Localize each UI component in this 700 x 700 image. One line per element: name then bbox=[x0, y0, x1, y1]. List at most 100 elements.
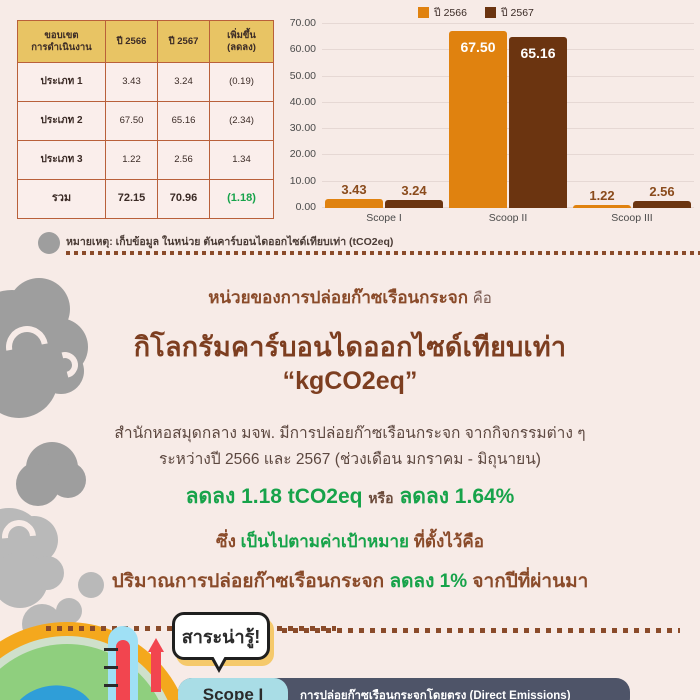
target-intro-suffix: ที่ตั้งไว้คือ bbox=[413, 532, 484, 551]
emissions-table: ขอบเขต การดำเนินงาน ปี 2566 ปี 2567 เพิ่… bbox=[17, 20, 274, 219]
result-or: หรือ bbox=[368, 490, 394, 506]
scope-1-chip-label: Scope I bbox=[202, 685, 264, 700]
target-intro-green: เป็นไปตามค่าเป้าหมาย bbox=[240, 532, 409, 551]
y-tick-label: 40.00 bbox=[289, 95, 316, 108]
smoke-cloud-icon bbox=[30, 556, 64, 590]
y-tick-label: 30.00 bbox=[289, 122, 316, 135]
bar-value-label: 67.50 bbox=[460, 38, 496, 55]
target-statement-line: ปริมาณการปล่อยก๊าซเรือนกระจก ลดลง 1% จาก… bbox=[0, 566, 700, 596]
row-delta: (2.34) bbox=[209, 101, 274, 141]
target-green: ลดลง 1% bbox=[389, 571, 468, 592]
legend-item-2566: ปี 2566 bbox=[418, 4, 467, 21]
table-row: ประเภท 3 1.22 2.56 1.34 bbox=[17, 140, 274, 180]
row-y2566: 1.22 bbox=[105, 140, 158, 180]
x-axis-label: Scope I bbox=[366, 212, 402, 224]
fun-fact-text: สาระน่ารู้! bbox=[181, 626, 261, 647]
total-y2566: 72.15 bbox=[105, 179, 158, 219]
gridline: 50.00 bbox=[290, 70, 694, 82]
emissions-bar-chart: ปี 2566 ปี 2567 0.00 10.00 20.00 30.00 4… bbox=[278, 2, 696, 234]
y-tick-label: 10.00 bbox=[289, 174, 316, 187]
gridline: 30.00 bbox=[290, 122, 694, 134]
dotted-divider bbox=[66, 251, 700, 255]
bar-value-label: 3.43 bbox=[341, 181, 367, 197]
chart-bars: 3.43 3.24 Scope I 67.50 65.16 bbox=[322, 24, 694, 224]
scope-1-description: การปล่อยก๊าซเรือนกระจกโดยตรง (Direct Emi… bbox=[300, 690, 571, 700]
bar-value-label: 2.56 bbox=[649, 184, 675, 200]
legend-label: ปี 2566 bbox=[434, 7, 467, 19]
intro-bold: หน่วยของการปล่อยก๊าซเรือนกระจก bbox=[208, 288, 468, 307]
headline-unit-symbol: “kgCO2eq” bbox=[282, 367, 418, 395]
table-header-scope-l1: ขอบเขต bbox=[44, 29, 79, 41]
dotted-divider bbox=[282, 628, 680, 633]
paragraph-line-2: ระหว่างปี 2566 และ 2567 (ช่วงเดือน มกราค… bbox=[159, 451, 541, 468]
row-delta: 1.34 bbox=[209, 140, 274, 180]
bar-2566[interactable]: 3.43 bbox=[325, 182, 383, 208]
legend-swatch-icon bbox=[418, 7, 429, 18]
table-header-delta-l2: (ลดลง) bbox=[227, 41, 256, 53]
paragraph-line-1: สำนักหอสมุดกลาง มจพ. มีการปล่อยก๊าซเรือน… bbox=[114, 425, 586, 442]
bar-2566[interactable]: 67.50 bbox=[449, 30, 507, 208]
result-reduction-line: ลดลง 1.18 tCO2eq หรือ ลดลง 1.64% bbox=[0, 480, 700, 513]
legend-label: ปี 2567 bbox=[500, 7, 534, 19]
y-tick-label: 20.00 bbox=[289, 148, 316, 161]
gridline: 40.00 bbox=[290, 96, 694, 108]
row-y2567: 2.56 bbox=[157, 140, 210, 180]
chart-legend: ปี 2566 ปี 2567 bbox=[418, 4, 534, 21]
bar-2567[interactable]: 2.56 bbox=[633, 184, 691, 208]
table-header-row: ขอบเขต การดำเนินงาน ปี 2566 ปี 2567 เพิ่… bbox=[17, 20, 274, 63]
y-tick-label: 70.00 bbox=[289, 17, 316, 29]
bar-2567[interactable]: 65.16 bbox=[509, 36, 567, 208]
smoke-cloud-icon bbox=[50, 462, 86, 498]
fun-fact-bubble: สาระน่ารู้! bbox=[172, 612, 270, 660]
table-header-scope: ขอบเขต การดำเนินงาน bbox=[17, 20, 106, 63]
bar-group-scope-3: 1.22 2.56 Scoop III bbox=[570, 24, 694, 224]
smoke-cloud-icon bbox=[78, 572, 104, 598]
table-row: ประเภท 1 3.43 3.24 (0.19) bbox=[17, 62, 274, 102]
smoke-cloud-icon bbox=[56, 598, 82, 624]
bar-group-scope-1: 3.43 3.24 Scope I bbox=[322, 24, 446, 224]
intro-soft: คือ bbox=[472, 290, 492, 307]
scope-1-chip: Scope I bbox=[178, 678, 288, 700]
scope-1-banner: Scope I การปล่อยก๊าซเรือนกระจกโดยตรง (Di… bbox=[178, 678, 630, 700]
legend-item-2567: ปี 2567 bbox=[484, 4, 534, 21]
thermometer-icon bbox=[104, 626, 138, 700]
gridline: 10.00 bbox=[290, 175, 694, 187]
intro-line: หน่วยของการปล่อยก๊าซเรือนกระจก คือ bbox=[0, 284, 700, 311]
y-tick-label: 60.00 bbox=[289, 43, 316, 56]
table-header-y2567: ปี 2567 bbox=[157, 20, 210, 63]
result-absolute: ลดลง 1.18 tCO2eq bbox=[185, 485, 363, 508]
chart-plot-area: 0.00 10.00 20.00 30.00 40.00 50.00 60.00… bbox=[290, 17, 694, 224]
gridline: 60.00 bbox=[290, 43, 694, 55]
thermometer-tick bbox=[104, 648, 118, 651]
y-tick-label: 0.00 bbox=[295, 201, 316, 213]
bar-value-label: 1.22 bbox=[589, 187, 615, 203]
smoke-cloud-icon bbox=[38, 348, 84, 394]
result-percent: ลดลง 1.64% bbox=[399, 485, 515, 508]
target-suffix: จากปีที่ผ่านมา bbox=[472, 571, 589, 592]
table-header-y2566: ปี 2566 bbox=[105, 20, 158, 63]
target-prefix: ปริมาณการปล่อยก๊าซเรือนกระจก bbox=[111, 571, 385, 592]
row-label: ประเภท 3 bbox=[17, 140, 106, 180]
headline-unit-thai: กิโลกรัมคาร์บอนไดออกไซด์เทียบเท่า bbox=[133, 332, 567, 362]
arrow-up-icon bbox=[148, 638, 164, 692]
bubble-tail-inner-icon bbox=[213, 656, 225, 667]
total-label: รวม bbox=[17, 179, 106, 219]
total-y2567: 70.96 bbox=[157, 179, 210, 219]
row-label: ประเภท 2 bbox=[17, 101, 106, 141]
row-y2567: 3.24 bbox=[157, 62, 210, 102]
thermometer-tick bbox=[104, 666, 118, 669]
bar-2566[interactable]: 1.22 bbox=[573, 188, 631, 208]
target-intro-prefix: ซึ่ง bbox=[216, 532, 236, 551]
row-y2567: 65.16 bbox=[157, 101, 210, 141]
table-header-delta: เพิ่มขึ้น (ลดลง) bbox=[209, 20, 274, 63]
x-axis-label: Scoop III bbox=[611, 212, 653, 224]
gridline: 20.00 bbox=[290, 148, 694, 160]
earth-globe-icon bbox=[0, 622, 192, 700]
y-tick-label: 50.00 bbox=[289, 69, 316, 82]
bar-2567[interactable]: 3.24 bbox=[385, 183, 443, 208]
note-text: หมายเหตุ: เก็บข้อมูล ในหน่วย ตันคาร์บอนไ… bbox=[66, 236, 394, 248]
thermometer-mercury bbox=[116, 640, 130, 700]
emissions-table-container: ขอบเขต การดำเนินงาน ปี 2566 ปี 2567 เพิ่… bbox=[17, 20, 274, 219]
table-header-scope-l2: การดำเนินงาน bbox=[31, 41, 92, 53]
